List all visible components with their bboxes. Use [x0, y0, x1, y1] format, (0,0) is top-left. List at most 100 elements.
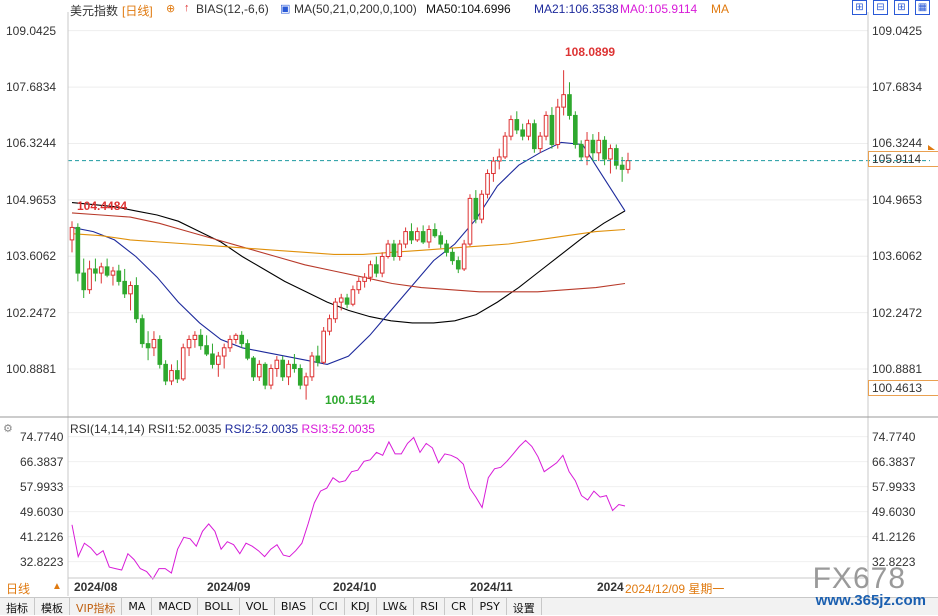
tab-boll[interactable]: BOLL	[198, 598, 240, 615]
current-price-marker-icon	[928, 145, 935, 150]
candle-up	[303, 376, 309, 386]
candle-down	[473, 197, 479, 220]
zoom-in-icon[interactable]: ⊞	[894, 0, 909, 15]
rsi-tick-label: 74.7740	[872, 429, 916, 444]
price-tick-label: 100.8881	[6, 362, 57, 376]
candle-up	[537, 135, 543, 150]
candle-up	[426, 229, 432, 243]
rsi-tick-label: 41.2126	[20, 529, 64, 544]
tab-bias[interactable]: BIAS	[275, 598, 314, 615]
tab-indicators[interactable]: 指标	[0, 598, 35, 615]
candle-up	[356, 280, 362, 291]
tab-vol[interactable]: VOL	[240, 598, 275, 615]
ma50-line	[71, 202, 626, 324]
candle-up	[350, 289, 356, 305]
rsi-settings-icon[interactable]: ⚙	[3, 423, 13, 435]
ma100-line	[71, 228, 626, 255]
tab-settings[interactable]: 设置	[507, 598, 542, 615]
x-period-tag[interactable]: 日线	[6, 582, 31, 596]
candle-down	[520, 129, 525, 137]
candle-up	[192, 334, 198, 340]
candle-up	[403, 231, 408, 245]
tab-lw[interactable]: LW&	[377, 598, 415, 615]
candle-down	[450, 251, 455, 262]
tab-psy[interactable]: PSY	[473, 598, 507, 615]
ma0-value: MA0:105.9114	[620, 2, 698, 16]
rsi-tick-label: 41.2126	[872, 529, 916, 544]
candle-down	[438, 235, 444, 245]
x-label-sep: 2024/09	[207, 580, 251, 594]
candle-down	[75, 226, 81, 274]
x-label-nov: 2024/11	[470, 580, 513, 594]
add-icon[interactable]: ⊕	[166, 3, 176, 15]
candle-down	[619, 164, 625, 170]
tab-rsi[interactable]: RSI	[414, 598, 446, 615]
candle-down	[602, 139, 607, 160]
tab-cr[interactable]: CR	[445, 598, 474, 615]
price-tick-label: 102.2472	[872, 305, 923, 320]
rsi-tick-label: 66.3837	[20, 454, 64, 469]
price-tick-label: 102.2472	[6, 305, 57, 320]
candle-down	[315, 355, 321, 363]
price-tick-label: 107.6834	[872, 80, 923, 95]
rsi-tick-label: 66.3837	[872, 454, 916, 469]
candle-up	[169, 370, 174, 382]
ma-tail-label: MA	[711, 2, 729, 16]
candle-down	[455, 260, 461, 270]
symbol-name[interactable]: 美元指数	[70, 4, 119, 18]
bias-label[interactable]: BIAS(12,-6,6)	[196, 2, 269, 16]
candle-up	[268, 368, 274, 386]
candle-down	[116, 270, 122, 282]
x-period-dropdown-icon[interactable]: ▲	[52, 581, 62, 592]
candle-up	[461, 243, 467, 270]
tab-kdj[interactable]: KDJ	[345, 598, 377, 615]
candle-up	[338, 297, 344, 303]
rsi3-value: RSI3:52.0035	[301, 422, 375, 436]
rsi-tick-label: 57.9933	[20, 479, 64, 494]
watermark-logo: FX678	[812, 562, 906, 595]
ma-chart-icon[interactable]: ▣	[280, 3, 291, 15]
fullscreen-icon[interactable]: ▦	[915, 0, 930, 15]
candle-down	[391, 243, 397, 257]
candle-up	[274, 359, 280, 370]
candle-up	[561, 94, 566, 108]
candle-up	[596, 139, 602, 154]
candle-up	[87, 268, 92, 291]
rsi-header: RSI(14,14,14) RSI1:52.0035 RSI2:52.0035 …	[70, 422, 375, 436]
x-label-aug: 2024/08	[74, 580, 118, 594]
crosshair-icon[interactable]: ⊞	[852, 0, 867, 15]
zoom-out-icon[interactable]: ⊟	[873, 0, 888, 15]
candle-down	[432, 229, 438, 237]
candle-down	[251, 357, 256, 378]
candle-down	[514, 119, 520, 131]
price-tick-label: 104.9653	[6, 192, 57, 207]
candle-up	[479, 193, 484, 220]
candles	[69, 70, 631, 400]
candle-down	[239, 334, 245, 345]
candle-down	[567, 94, 572, 116]
ma-label[interactable]: MA(50,21,0,200,0,100)	[294, 2, 417, 16]
candle-down	[292, 363, 297, 370]
candle-up	[508, 119, 514, 137]
rsi-title[interactable]: RSI(14,14,14)	[70, 422, 145, 436]
candle-down	[297, 368, 303, 386]
tab-macd[interactable]: MACD	[152, 598, 199, 615]
price-tick-label: 109.0425	[6, 23, 57, 38]
tab-ma[interactable]: MA	[122, 598, 153, 615]
candle-up	[309, 355, 315, 378]
chart-header: 美元指数 [日线] ⊕ ↑ BIAS(12,-6,6) ▣ MA(50,21,0…	[0, 0, 938, 18]
tab-templates[interactable]: 模板	[35, 598, 70, 615]
candle-up	[321, 330, 326, 363]
period-label[interactable]: [日线]	[122, 4, 153, 18]
tab-vip[interactable]: VIP指标	[70, 598, 123, 615]
candle-down	[139, 318, 145, 345]
rsi-tick-label: 49.6030	[20, 504, 64, 519]
price-tick-label: 107.6834	[6, 80, 57, 95]
candle-down	[578, 143, 584, 158]
ma21-value: MA21:106.3538	[534, 2, 619, 16]
candle-up	[227, 338, 233, 349]
candle-down	[613, 148, 619, 166]
tab-cci[interactable]: CCI	[313, 598, 345, 615]
price-tick-label: 103.6062	[6, 249, 57, 264]
